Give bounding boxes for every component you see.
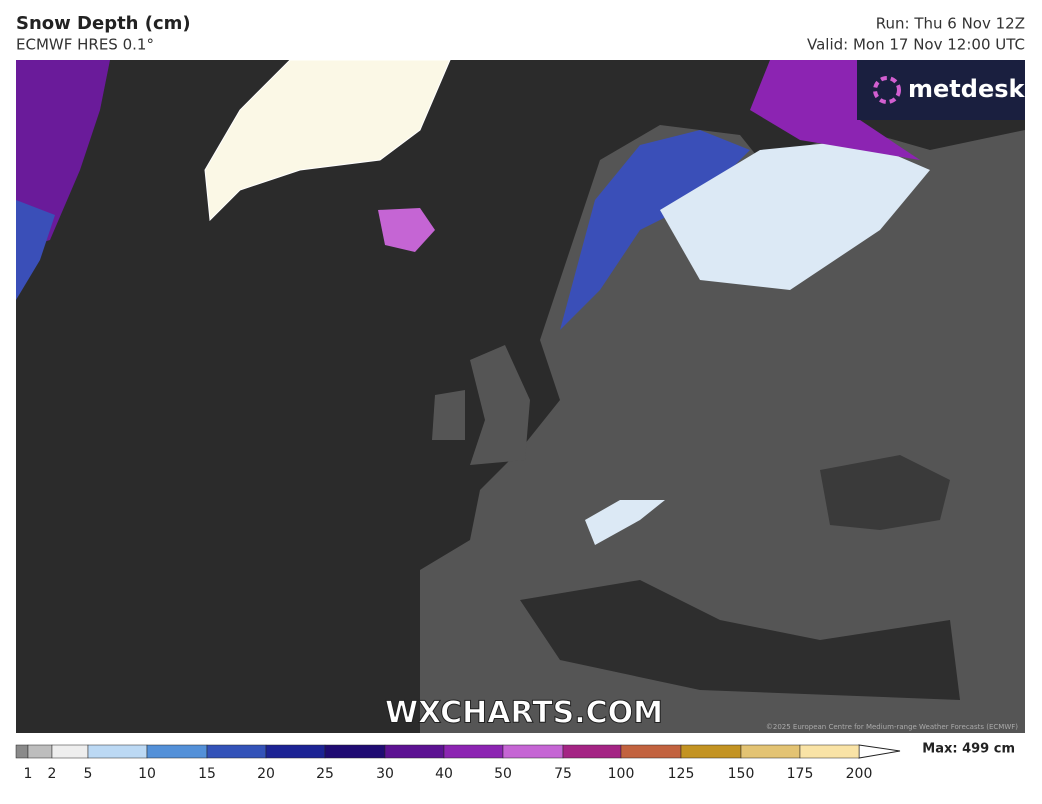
map xyxy=(16,59,1025,733)
logo-text: metdesk xyxy=(908,75,1026,103)
colorbar-segment xyxy=(443,744,504,759)
max-label: Max: 499 cm xyxy=(922,742,1015,757)
colorbar: Max: 499 cm 1 2 5 10 15 20 25 30 40 50 75 100 125 150… xyxy=(15,742,1015,782)
colorbar-label: 5 xyxy=(84,766,93,782)
valid-time: Valid: Mon 17 Nov 12:00 UTC xyxy=(807,36,1025,54)
colorbar-segment xyxy=(51,744,89,759)
colorbar-label: 1 xyxy=(24,766,33,782)
colorbar-segment xyxy=(87,744,148,759)
copyright: ©2025 European Centre for Medium-range W… xyxy=(766,723,1018,731)
colorbar-label: 150 xyxy=(728,766,755,782)
colorbar-label: 200 xyxy=(846,766,873,782)
colorbar-label: 125 xyxy=(668,766,695,782)
colorbar-arrow xyxy=(858,744,901,759)
colorbar-label: 25 xyxy=(316,766,334,782)
logo-box xyxy=(857,60,1025,120)
logo-icon xyxy=(873,76,901,104)
subtitle: ECMWF HRES 0.1° xyxy=(16,36,154,54)
colorbar-segment xyxy=(620,744,682,759)
colorbar-segment xyxy=(502,744,564,759)
colorbar-segment xyxy=(324,744,386,759)
colorbar-label: 75 xyxy=(554,766,572,782)
colorbar-segment xyxy=(740,744,801,759)
colorbar-segment xyxy=(680,744,742,759)
europe-land xyxy=(420,125,1025,733)
scandinavia-snow xyxy=(560,130,750,330)
alps-snow xyxy=(585,500,665,545)
canada-snow xyxy=(16,200,55,300)
logo: metdesk xyxy=(857,60,1026,120)
colorbar-segment xyxy=(384,744,445,759)
colorbar-label: 40 xyxy=(435,766,453,782)
title: Snow Depth (cm) xyxy=(16,13,191,34)
black-sea xyxy=(820,455,950,530)
finland-russia-snow xyxy=(660,140,930,290)
colorbar-segment xyxy=(562,744,622,759)
colorbar-label: 10 xyxy=(138,766,156,782)
colorbar-label: 100 xyxy=(608,766,635,782)
colorbar-segment xyxy=(799,744,860,759)
colorbar-label: 50 xyxy=(494,766,512,782)
canada-snow xyxy=(16,60,110,250)
colorbar-label: 30 xyxy=(376,766,394,782)
arctic-snow xyxy=(750,60,920,160)
mediterranean xyxy=(520,580,960,700)
colorbar-segment xyxy=(146,744,208,759)
watermark: WXCHARTS.COM xyxy=(385,696,663,731)
colorbar-segment xyxy=(15,744,29,759)
colorbar-segment xyxy=(265,744,326,759)
colorbar-label: 15 xyxy=(198,766,216,782)
great-britain xyxy=(470,345,530,465)
run-time: Run: Thu 6 Nov 12Z xyxy=(876,15,1025,33)
iceland xyxy=(378,208,435,252)
colorbar-segment xyxy=(27,744,53,759)
colorbar-label: 20 xyxy=(257,766,275,782)
colorbar-segment xyxy=(206,744,267,759)
colorbar-label: 2 xyxy=(48,766,57,782)
greenland xyxy=(204,59,451,222)
ireland xyxy=(432,390,465,440)
colorbar-label: 175 xyxy=(787,766,814,782)
